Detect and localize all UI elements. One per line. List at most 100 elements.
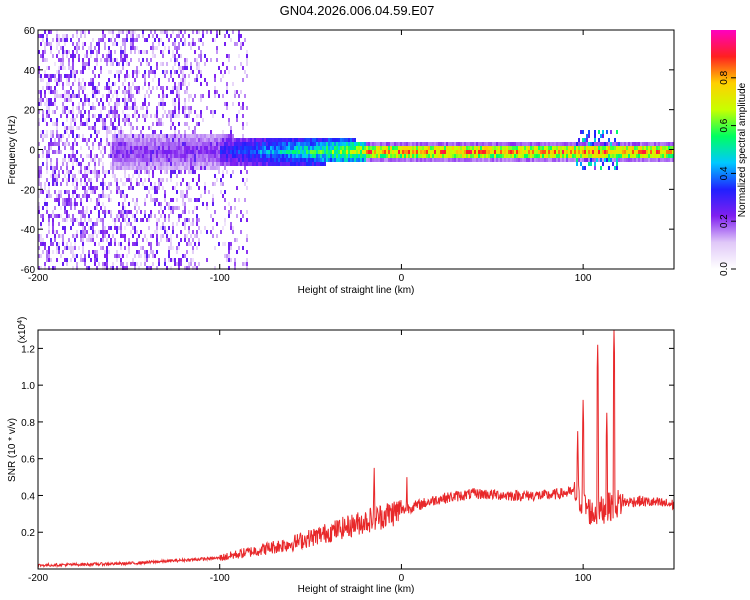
heatmap-cell (642, 158, 644, 162)
heatmap-cell (438, 154, 440, 158)
heatmap-cell (94, 174, 96, 178)
heatmap-cell (148, 62, 150, 66)
heatmap-cell (72, 154, 74, 158)
heatmap-cell (182, 210, 184, 214)
heatmap-cell (224, 150, 226, 154)
heatmap-cell (76, 94, 78, 98)
heatmap-cell (84, 30, 86, 34)
heatmap-cell (150, 66, 152, 70)
heatmap-cell (80, 214, 82, 218)
heatmap-cell (88, 254, 90, 258)
heatmap-cell (380, 158, 382, 162)
heatmap-cell (80, 114, 82, 118)
heatmap-cell (224, 146, 226, 150)
heatmap-cell (52, 142, 54, 146)
heatmap-cell (232, 230, 234, 234)
heatmap-cell (188, 74, 190, 78)
heatmap-cell (212, 162, 214, 166)
heatmap-cell (72, 106, 74, 110)
heatmap-cell (612, 142, 614, 146)
heatmap-cell (178, 42, 180, 46)
heatmap-cell (206, 230, 208, 234)
heatmap-cell (310, 142, 312, 146)
heatmap-cell (170, 146, 172, 150)
heatmap-cell (422, 146, 424, 150)
heatmap-cell (266, 150, 268, 154)
heatmap-cell (58, 234, 60, 238)
heatmap-cell (108, 198, 110, 202)
heatmap-cell (178, 150, 180, 154)
heatmap-cell (40, 238, 42, 242)
heatmap-cell (562, 146, 564, 150)
heatmap-cell (184, 202, 186, 206)
heatmap-cell (128, 162, 130, 166)
heatmap-cell (168, 150, 170, 154)
heatmap-cell (314, 150, 316, 154)
heatmap-cell (158, 162, 160, 166)
heatmap-cell (330, 154, 332, 158)
heatmap-cell (178, 138, 180, 142)
heatmap-cell (82, 194, 84, 198)
heatmap-cell (122, 82, 124, 86)
heatmap-cell (666, 154, 668, 158)
heatmap-cell (226, 258, 228, 262)
heatmap-cell (522, 158, 524, 162)
heatmap-cell (52, 226, 54, 230)
heatmap-cell (178, 154, 180, 158)
heatmap-cell (194, 138, 196, 142)
heatmap-cell (614, 166, 616, 170)
heatmap-cell (96, 258, 98, 262)
heatmap-cell (116, 166, 118, 170)
heatmap-cell (118, 134, 120, 138)
heatmap-cell (386, 150, 388, 154)
heatmap-cell (480, 154, 482, 158)
heatmap-cell (242, 246, 244, 250)
heatmap-cell (324, 150, 326, 154)
heatmap-cell (190, 110, 192, 114)
heatmap-cell (296, 154, 298, 158)
heatmap-cell (404, 158, 406, 162)
heatmap-cell (134, 254, 136, 258)
heatmap-cell (384, 150, 386, 154)
heatmap-cell (124, 114, 126, 118)
heatmap-cell (220, 138, 222, 142)
heatmap-cell (46, 106, 48, 110)
heatmap-cell (238, 54, 240, 58)
heatmap-cell (206, 154, 208, 158)
heatmap-cell (276, 162, 278, 166)
heatmap-cell (154, 30, 156, 34)
heatmap-cell (200, 74, 202, 78)
heatmap-cell (170, 34, 172, 38)
heatmap-cell (312, 142, 314, 146)
heatmap-cell (222, 62, 224, 66)
heatmap-cell (42, 238, 44, 242)
heatmap-cell (66, 34, 68, 38)
heatmap-cell (74, 238, 76, 242)
heatmap-cell (126, 214, 128, 218)
heatmap-cell (114, 146, 116, 150)
heatmap-cell (318, 162, 320, 166)
heatmap-cell (242, 162, 244, 166)
heatmap-cell (298, 154, 300, 158)
heatmap-cell (112, 174, 114, 178)
heatmap-cell (144, 98, 146, 102)
heatmap-cell (306, 142, 308, 146)
spectrogram-xlabel: Height of straight line (km) (298, 285, 415, 296)
heatmap-cell (138, 150, 140, 154)
heatmap-cell (582, 166, 584, 170)
heatmap-cell (64, 206, 66, 210)
heatmap-cell (238, 34, 240, 38)
heatmap-cell (156, 154, 158, 158)
heatmap-cell (646, 150, 648, 154)
heatmap-cell (50, 174, 52, 178)
heatmap-cell (120, 246, 122, 250)
heatmap-cell (228, 34, 230, 38)
heatmap-cell (148, 150, 150, 154)
heatmap-cell (194, 110, 196, 114)
heatmap-cell (60, 190, 62, 194)
heatmap-cell (54, 234, 56, 238)
heatmap-cell (504, 158, 506, 162)
heatmap-cell (454, 142, 456, 146)
heatmap-cell (602, 154, 604, 158)
heatmap-cell (516, 158, 518, 162)
